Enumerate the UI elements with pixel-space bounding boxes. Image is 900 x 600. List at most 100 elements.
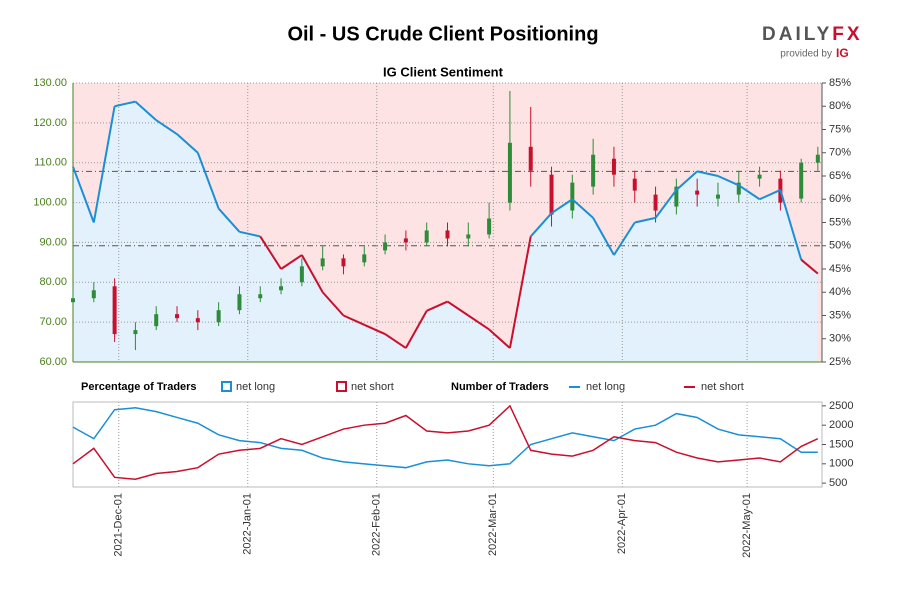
x-tick-label: 2022-Apr-01 [616, 493, 628, 554]
percent-line [800, 258, 819, 275]
percent-line [155, 119, 178, 135]
candle-body [487, 218, 492, 235]
percent-line [114, 100, 136, 108]
percent-line [72, 166, 95, 223]
y2-tick-label: 60% [829, 193, 851, 205]
percent-line [217, 207, 241, 233]
candle-body [91, 290, 96, 299]
percent-line [508, 236, 532, 349]
percent-line [779, 189, 803, 260]
candle-body [383, 242, 388, 251]
candle-body [815, 154, 820, 163]
percent-line [92, 106, 116, 223]
y2-tick-label: 80% [829, 100, 851, 112]
percent-line [426, 300, 448, 312]
y2-tick-label: 30% [829, 333, 851, 345]
percent-line [259, 235, 282, 270]
percent-line [196, 152, 220, 209]
subtitle: IG Client Sentiment [383, 64, 504, 79]
y2-tick-label: 70% [829, 147, 851, 159]
percent-line [592, 217, 615, 256]
legend-swatch [336, 381, 347, 392]
percent-line [550, 198, 573, 215]
percent-line [571, 198, 594, 219]
candle-body [611, 158, 616, 175]
candle-body [757, 174, 762, 179]
candle-body [175, 314, 180, 319]
y-tick-label: 100.00 [33, 196, 67, 208]
percent-line [467, 314, 490, 331]
y2-tick-label: 25% [829, 356, 851, 368]
count-line [72, 407, 818, 469]
percent-line [405, 310, 428, 349]
candle-body [570, 182, 575, 211]
candle-body [362, 254, 367, 263]
y2-tick-label: 45% [829, 263, 851, 275]
percent-line [321, 291, 345, 317]
legend-label: net long [586, 381, 625, 393]
candle-body [133, 330, 138, 335]
percent-line [176, 133, 199, 154]
candle-body [258, 294, 263, 299]
legend-title: Number of Traders [451, 381, 549, 393]
percent-line [654, 189, 678, 219]
legend-swatch [221, 381, 232, 392]
candle-body [279, 286, 284, 291]
y-tick-label: 80.00 [39, 276, 67, 288]
percent-line [300, 254, 324, 293]
candle-body [237, 294, 242, 311]
candle-body [445, 230, 450, 239]
count-line [72, 404, 819, 481]
percent-line [446, 300, 469, 317]
y-tick-label: 90.00 [39, 236, 67, 248]
y2-tick-label: 2000 [829, 419, 853, 431]
percent-line [738, 184, 761, 201]
candle-body [71, 298, 75, 303]
percent-line [488, 328, 511, 349]
candle-body [403, 238, 408, 243]
candle-body [799, 162, 804, 199]
candle-body [195, 318, 200, 323]
candle-body [466, 234, 471, 239]
legend-label: net long [236, 381, 275, 393]
percent-line [759, 189, 781, 201]
percent-line [529, 212, 553, 238]
y2-tick-label: 75% [829, 123, 851, 135]
percent-line [613, 221, 636, 256]
logo-left: DAILY [762, 24, 832, 45]
y-tick-label: 60.00 [39, 356, 67, 368]
chart-title: Oil - US Crude Client Positioning [287, 23, 598, 45]
logo-right: FX [832, 24, 862, 45]
y-tick-label: 110.00 [34, 157, 67, 169]
logo: DAILYFX [762, 24, 863, 45]
percent-line [717, 175, 740, 187]
y2-tick-label: 1500 [829, 438, 853, 450]
percent-line [134, 100, 157, 121]
candle-body [112, 286, 117, 335]
candle-body [341, 258, 346, 267]
candle-body [632, 178, 637, 191]
y-tick-label: 120.00 [33, 117, 67, 129]
y2-tick-label: 2500 [829, 400, 853, 412]
candle-body [216, 310, 221, 323]
candle-body [653, 194, 658, 211]
x-tick-label: 2022-Jan-01 [242, 493, 254, 555]
percent-line [384, 333, 407, 349]
x-tick-label: 2022-May-01 [741, 493, 753, 558]
percent-line [696, 170, 719, 177]
candle-body [674, 186, 679, 207]
percent-line [343, 314, 365, 326]
percent-line [634, 216, 656, 224]
percent-line [239, 230, 261, 238]
candle-body [715, 194, 720, 199]
candle-body [320, 258, 325, 267]
candle-body [154, 314, 159, 327]
y-tick-label: 70.00 [39, 316, 67, 328]
candle-body [695, 190, 700, 195]
candle-body [507, 142, 512, 203]
y2-tick-label: 65% [829, 170, 851, 182]
legend-label: net short [351, 381, 394, 393]
candle-body [591, 154, 596, 187]
percent-line [280, 254, 303, 270]
